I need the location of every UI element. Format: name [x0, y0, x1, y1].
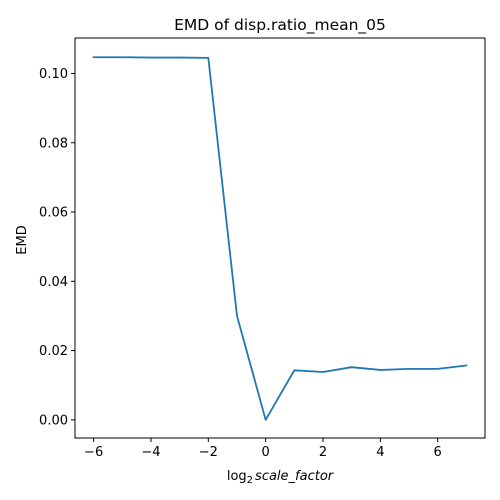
- x-axis-label-variable: scale_factor: [255, 469, 335, 484]
- y-axis-label: EMD: [15, 225, 30, 254]
- chart-title: EMD of disp.ratio_mean_05: [174, 16, 386, 35]
- y-tick-label: 0.00: [39, 413, 68, 428]
- x-tick-label: −4: [141, 445, 160, 460]
- y-tick-label: 0.06: [39, 206, 68, 221]
- x-axis-label-base: log: [227, 469, 247, 484]
- x-tick-label: 0: [262, 445, 270, 460]
- x-axis-label: log2 scale_factor: [227, 469, 335, 486]
- x-tick-label: 6: [434, 445, 442, 460]
- x-tick-label: −2: [199, 445, 218, 460]
- x-tick-label: 4: [376, 445, 384, 460]
- y-tick-label: 0.10: [39, 67, 68, 82]
- x-tick-label: 2: [319, 445, 327, 460]
- y-tick-label: 0.04: [39, 275, 68, 290]
- y-tick-label: 0.08: [39, 136, 68, 151]
- x-axis-label-subscript: 2: [247, 475, 253, 486]
- y-tick-label: 0.02: [39, 344, 68, 359]
- plot-area: −6 −4 −2 0 2 4 6 0.00 0.02 0.04 0.06 0.08 0.10: [39, 37, 486, 460]
- series-line: [92, 56, 468, 421]
- axes-frame: [74, 37, 486, 439]
- x-tick-label: −6: [84, 445, 103, 460]
